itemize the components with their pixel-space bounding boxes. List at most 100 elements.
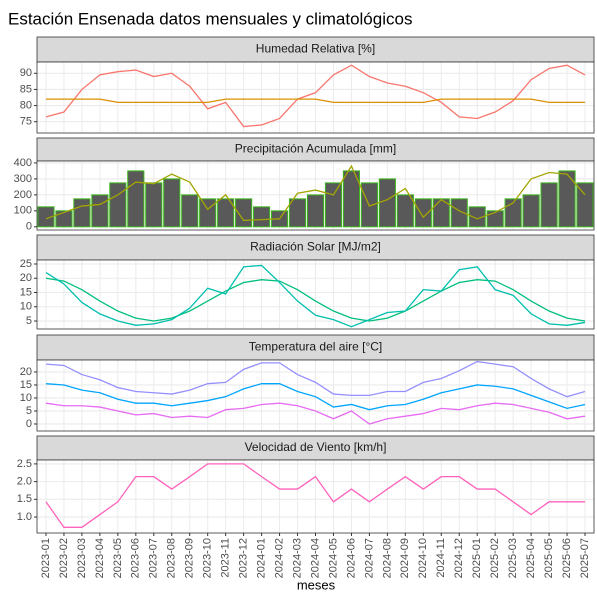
x-tick-label: 2024-01: [256, 538, 268, 578]
x-tick-label: 2024-12: [453, 538, 465, 578]
bar: [181, 194, 199, 228]
bar: [109, 182, 127, 228]
panel-title: Radiación Solar [MJ/m2]: [250, 240, 381, 254]
panel-title: Velocidad de Viento [km/h]: [245, 440, 387, 454]
line: [45, 383, 586, 411]
y-tick-label: 85: [20, 83, 32, 95]
x-tick-label: 2023-06: [130, 538, 142, 578]
line: [45, 64, 586, 128]
panel-title: Temperatura del aire [°C]: [249, 340, 383, 354]
line: [45, 164, 586, 222]
x-tick-label: 2024-07: [363, 538, 375, 578]
y-tick-label: 10: [20, 392, 32, 404]
y-tick-label: 75: [20, 116, 32, 128]
x-tick-label: 2023-12: [238, 538, 250, 578]
y-tick-label: 2.0: [17, 476, 32, 488]
line: [45, 98, 586, 103]
bar: [163, 178, 181, 228]
bar: [253, 206, 271, 228]
x-tick-label: 2024-02: [273, 538, 285, 578]
bar: [288, 198, 307, 228]
x-tick-label: 2025-04: [525, 538, 537, 578]
strip: [36, 36, 595, 63]
x-tick-label: 2025-03: [507, 538, 519, 578]
x-tick-label: 2024-05: [327, 538, 339, 578]
panel-title: Humedad Relativa [%]: [256, 42, 375, 56]
panel-title: Precipitación Acumulada [mm]: [235, 142, 396, 156]
panel-border: [36, 61, 595, 134]
bar: [540, 182, 558, 228]
x-axis-label: meses: [297, 577, 336, 592]
y-tick-label: 90: [20, 67, 32, 79]
bar: [324, 182, 343, 228]
bar: [504, 198, 522, 228]
panel-border: [36, 160, 595, 231]
x-tick-label: 2023-07: [148, 538, 160, 578]
bar: [73, 198, 91, 228]
x-tick-label: 2025-06: [561, 538, 573, 578]
x-tick-label: 2023-08: [166, 538, 178, 578]
bar: [91, 194, 109, 228]
bar: [306, 194, 325, 228]
y-tick-label: 0: [26, 418, 32, 430]
x-tick-label: 2023-02: [58, 538, 70, 578]
y-tick-label: 200: [14, 189, 32, 201]
y-tick-label: 1.0: [17, 511, 32, 523]
bar: [55, 210, 73, 228]
line: [45, 360, 586, 398]
bar: [558, 170, 576, 228]
x-tick-label: 2023-01: [40, 538, 52, 578]
y-tick-label: 400: [14, 157, 32, 169]
bar: [468, 206, 486, 228]
line: [45, 264, 586, 328]
strip: [36, 435, 595, 461]
bar: [396, 194, 414, 228]
x-tick-label: 2025-01: [471, 538, 483, 578]
bar: [432, 198, 450, 228]
y-tick-label: 300: [14, 173, 32, 185]
line: [45, 463, 586, 528]
y-tick-label: 20: [20, 272, 32, 284]
y-tick-label: 0: [26, 221, 32, 233]
bar: [450, 198, 468, 228]
y-tick-label: 100: [14, 205, 32, 217]
x-tick-label: 2024-06: [345, 538, 357, 578]
panel-border: [36, 259, 595, 330]
x-tick-label: 2025-07: [579, 538, 591, 578]
x-tick-label: 2024-03: [291, 538, 303, 578]
bar: [414, 198, 432, 228]
bar: [217, 198, 235, 228]
y-tick-label: 5: [26, 405, 32, 417]
x-tick-label: 2023-11: [220, 538, 232, 578]
chart-title: Estación Ensenada datos mensuales y clim…: [8, 9, 412, 28]
y-tick-label: 10: [20, 301, 32, 313]
x-tick-label: 2024-11: [435, 538, 447, 578]
y-tick-label: 2.5: [17, 458, 32, 470]
y-tick-label: 15: [20, 286, 32, 298]
x-tick-label: 2023-04: [94, 538, 106, 578]
y-tick-label: 20: [20, 366, 32, 378]
x-tick-label: 2024-10: [417, 538, 429, 578]
x-tick-label: 2023-03: [76, 538, 88, 578]
bar: [199, 198, 217, 228]
bar: [145, 182, 163, 228]
x-tick-label: 2025-05: [543, 538, 555, 578]
bar: [576, 182, 594, 228]
line: [45, 277, 586, 322]
x-tick-label: 2023-09: [184, 538, 196, 578]
panel-border: [36, 359, 595, 432]
x-tick-label: 2024-09: [399, 538, 411, 578]
y-tick-label: 5: [26, 315, 32, 327]
y-tick-label: 15: [20, 379, 32, 391]
bar: [342, 170, 361, 228]
strip: [36, 334, 595, 361]
x-tick-label: 2023-05: [112, 538, 124, 578]
bar: [522, 194, 540, 228]
x-tick-label: 2023-10: [202, 538, 214, 578]
line: [45, 402, 586, 425]
y-tick-label: 80: [20, 99, 32, 111]
y-tick-label: 1.5: [17, 493, 32, 505]
x-tick-label: 2024-04: [309, 538, 321, 578]
bar: [37, 206, 55, 228]
